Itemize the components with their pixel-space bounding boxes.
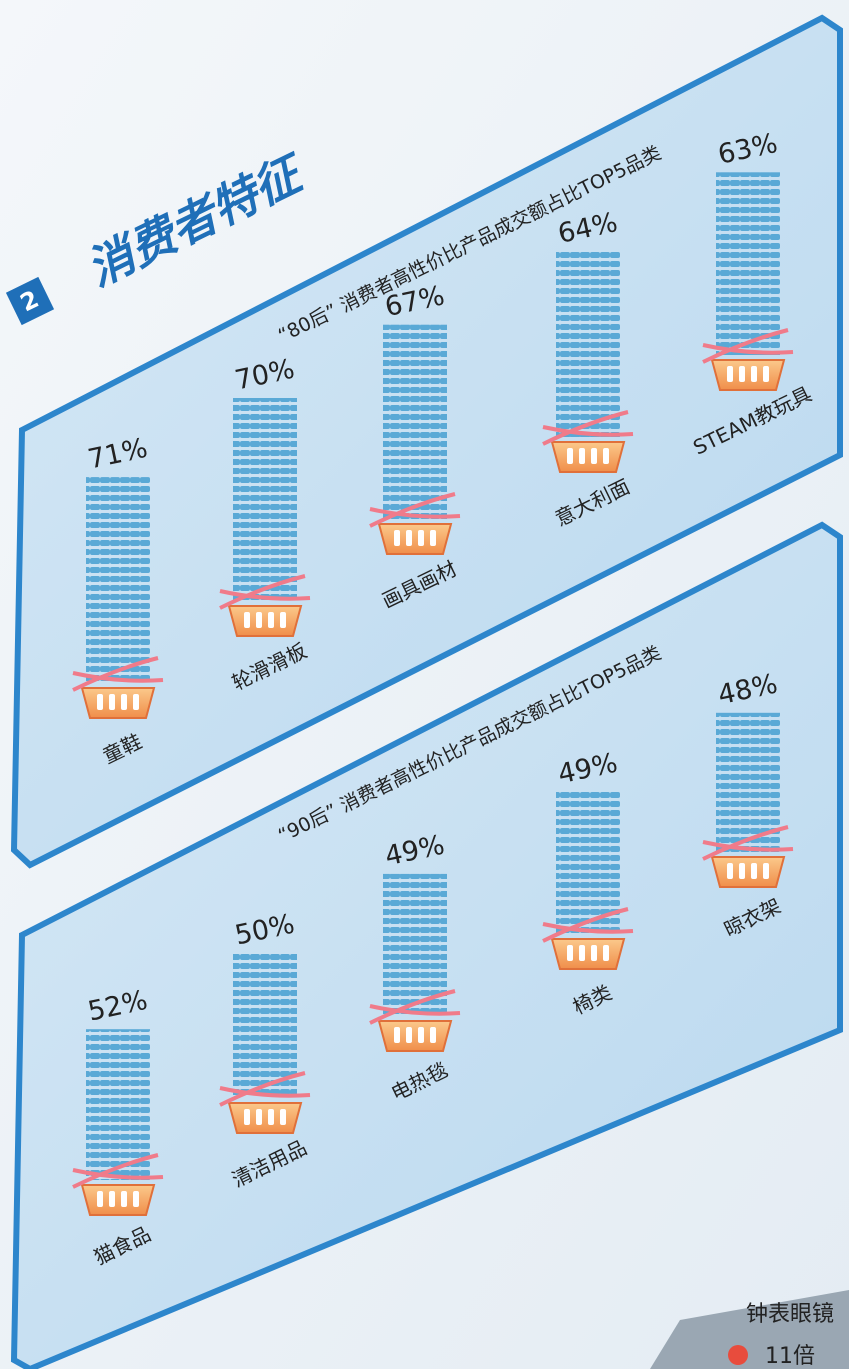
bar <box>716 712 780 852</box>
basket-slot <box>97 694 103 710</box>
bar <box>233 953 297 1098</box>
basket-slot <box>603 448 609 464</box>
basket-slot <box>268 1109 274 1125</box>
ribbon <box>702 825 794 861</box>
basket <box>550 441 626 473</box>
footer-category: 钟表眼镜 <box>746 1302 834 1327</box>
basket <box>377 523 453 555</box>
basket-slot <box>280 612 286 628</box>
bar <box>86 1029 150 1180</box>
basket-slot <box>567 945 573 961</box>
bar <box>86 477 150 683</box>
basket-slot <box>727 366 733 382</box>
bar <box>556 251 620 437</box>
bar <box>383 873 447 1016</box>
basket-slot <box>394 1027 400 1043</box>
bar <box>383 324 447 519</box>
ribbon <box>72 1153 164 1189</box>
basket <box>227 605 303 637</box>
basket-slot <box>244 1109 250 1125</box>
ribbon <box>72 656 164 692</box>
basket-slot <box>256 1109 262 1125</box>
basket-slot <box>406 530 412 546</box>
basket-slot <box>244 612 250 628</box>
basket-slot <box>133 1191 139 1207</box>
basket-slot <box>763 863 769 879</box>
footer-shape <box>650 1290 849 1369</box>
footer-dot <box>728 1345 748 1365</box>
basket-slot <box>430 530 436 546</box>
footer-multiple: 11倍 <box>765 1344 815 1369</box>
ribbon <box>542 907 634 943</box>
basket <box>227 1102 303 1134</box>
basket-slot <box>97 1191 103 1207</box>
basket-slot <box>394 530 400 546</box>
basket-slot <box>751 366 757 382</box>
basket-slot <box>280 1109 286 1125</box>
bar <box>556 791 620 934</box>
basket-slot <box>133 694 139 710</box>
basket-slot <box>591 945 597 961</box>
basket-slot <box>109 1191 115 1207</box>
basket <box>710 359 786 391</box>
ribbon <box>219 574 311 610</box>
basket-slot <box>418 530 424 546</box>
ribbon <box>542 410 634 446</box>
basket-slot <box>763 366 769 382</box>
ribbon <box>219 1071 311 1107</box>
basket-slot <box>406 1027 412 1043</box>
ribbon <box>369 492 461 528</box>
basket <box>710 856 786 888</box>
basket-slot <box>121 694 127 710</box>
basket-slot <box>109 694 115 710</box>
basket-slot <box>567 448 573 464</box>
basket <box>550 938 626 970</box>
basket <box>80 1184 156 1216</box>
basket <box>80 687 156 719</box>
basket-slot <box>268 612 274 628</box>
basket <box>377 1020 453 1052</box>
basket-slot <box>418 1027 424 1043</box>
bar <box>716 172 780 355</box>
basket-slot <box>727 863 733 879</box>
ribbon <box>702 328 794 364</box>
basket-slot <box>579 448 585 464</box>
basket-slot <box>739 366 745 382</box>
basket-slot <box>603 945 609 961</box>
basket-slot <box>579 945 585 961</box>
basket-slot <box>121 1191 127 1207</box>
basket-slot <box>739 863 745 879</box>
section-badge <box>5 276 55 326</box>
basket-slot <box>256 612 262 628</box>
basket-slot <box>751 863 757 879</box>
basket-slot <box>591 448 597 464</box>
basket-slot <box>430 1027 436 1043</box>
bar <box>233 398 297 601</box>
ribbon <box>369 989 461 1025</box>
